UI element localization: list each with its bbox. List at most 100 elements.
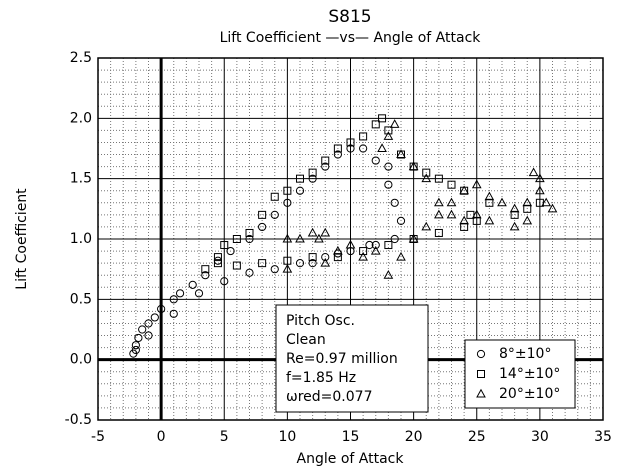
data-point [396, 216, 406, 225]
legend-marker [476, 388, 486, 398]
legend-label: 20°±10° [499, 386, 560, 402]
data-point [232, 261, 241, 270]
data-point [333, 144, 342, 153]
data-point [150, 313, 159, 322]
chart-title: S815 [328, 7, 371, 27]
legend-label: 8°±10° [499, 346, 551, 362]
data-point [528, 167, 539, 177]
data-point [270, 192, 279, 201]
data-point [509, 221, 520, 231]
annotation-box [275, 304, 429, 413]
data-point [213, 259, 222, 268]
data-point [295, 233, 305, 243]
plot-frame [97, 57, 604, 421]
data-point [365, 240, 374, 250]
data-point [384, 162, 393, 171]
data-point [175, 289, 185, 298]
x-axis-label: Angle of Attack [297, 451, 405, 467]
data-point [258, 222, 267, 232]
data-point [497, 197, 507, 207]
data-point [459, 215, 469, 225]
data-point [345, 239, 356, 249]
x-tick-label: 10 [278, 429, 296, 445]
x-tick-label: 20 [405, 429, 423, 445]
data-point [389, 119, 400, 128]
data-point [308, 174, 317, 183]
data-point [359, 144, 368, 153]
data-point [383, 131, 394, 140]
data-point [535, 173, 545, 183]
data-point [359, 247, 368, 256]
data-point [188, 280, 197, 289]
data-point [194, 289, 204, 298]
data-point [446, 209, 457, 219]
data-point [447, 180, 456, 189]
annotation-text: ωred=0.077 [286, 389, 372, 405]
data-point [371, 240, 380, 250]
data-point [384, 126, 393, 135]
data-point [371, 120, 380, 129]
legend-label: 14°±10° [499, 366, 560, 382]
data-point [471, 179, 482, 189]
y-tick-label: 2.5 [70, 50, 92, 66]
data-point [232, 235, 241, 243]
annotation-text: Re=0.97 million [286, 351, 398, 367]
x-tick-label: -5 [91, 429, 105, 445]
data-point [346, 144, 355, 153]
data-point [169, 295, 178, 304]
annotation-text: f=1.85 Hz [286, 370, 356, 386]
data-point [131, 341, 140, 350]
data-point [134, 333, 143, 343]
data-point [509, 203, 520, 213]
data-point [396, 149, 406, 159]
data-point [358, 251, 368, 261]
data-point [131, 345, 140, 355]
data-point [459, 185, 469, 195]
data-point [201, 265, 210, 274]
data-point [283, 198, 292, 207]
data-point [377, 143, 387, 152]
chart-subtitle: Lift Coefficient —vs— Angle of Attack [220, 30, 482, 46]
data-point [383, 269, 394, 279]
data-point [408, 161, 419, 171]
data-point [157, 304, 166, 314]
data-point [321, 253, 330, 262]
data-point [308, 168, 317, 177]
data-point [270, 210, 279, 219]
y-tick-label: 1.0 [70, 231, 92, 247]
legend-marker [477, 370, 485, 378]
y-axis-label: Lift Coefficient [14, 188, 30, 290]
y-tick-label: -0.5 [65, 412, 92, 428]
data-point [484, 191, 495, 201]
legend-marker [476, 349, 486, 359]
data-point [258, 259, 267, 268]
data-point [371, 156, 380, 165]
data-point [144, 331, 153, 340]
x-tick-label: 0 [157, 429, 166, 445]
data-point [384, 241, 393, 250]
data-point [471, 209, 482, 219]
y-tick-label: 0.0 [70, 352, 92, 368]
data-point [258, 210, 267, 219]
x-tick-label: 5 [220, 429, 229, 445]
data-point [270, 265, 279, 274]
data-point [308, 253, 317, 262]
annotation-text: Clean [286, 332, 326, 348]
data-point [245, 268, 254, 277]
data-point [333, 245, 343, 255]
data-point [535, 185, 545, 195]
data-point [295, 186, 305, 195]
data-point [390, 234, 399, 244]
data-point [421, 221, 432, 231]
data-point [422, 168, 431, 177]
data-point [522, 197, 533, 207]
data-point [283, 186, 292, 195]
data-point [220, 277, 229, 286]
data-point [370, 245, 381, 255]
data-point [201, 271, 210, 280]
data-point [314, 233, 324, 243]
x-tick-label: 35 [594, 429, 612, 445]
data-point [346, 138, 355, 147]
data-point [408, 233, 419, 243]
data-point [169, 309, 178, 318]
